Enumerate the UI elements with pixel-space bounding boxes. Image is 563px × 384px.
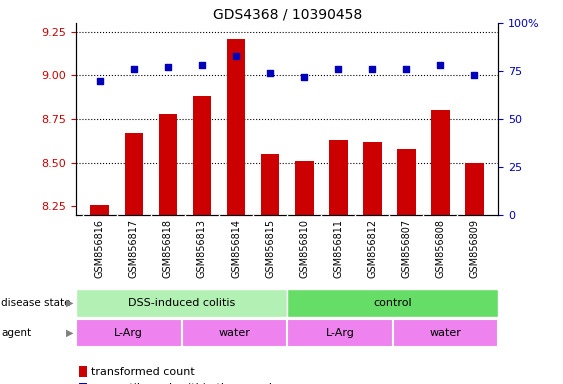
Bar: [76, 319, 181, 346]
Text: agent: agent: [1, 328, 32, 338]
Text: control: control: [373, 298, 412, 308]
Bar: [393, 319, 498, 346]
Text: GSM856815: GSM856815: [265, 219, 275, 278]
Text: disease state: disease state: [1, 298, 70, 308]
Text: GSM856813: GSM856813: [197, 219, 207, 278]
Text: GSM856809: GSM856809: [470, 219, 480, 278]
Text: GSM856807: GSM856807: [401, 219, 412, 278]
Text: water: water: [218, 328, 251, 338]
Text: GSM856817: GSM856817: [129, 219, 139, 278]
Point: [436, 62, 445, 68]
Text: GSM856816: GSM856816: [95, 219, 105, 278]
Text: GSM856814: GSM856814: [231, 219, 241, 278]
Bar: [193, 96, 211, 215]
Point: [470, 72, 479, 78]
Point: [198, 62, 207, 68]
Text: GSM856818: GSM856818: [163, 219, 173, 278]
Title: GDS4368 / 10390458: GDS4368 / 10390458: [212, 8, 362, 22]
Bar: [159, 114, 177, 215]
Bar: [79, 383, 87, 384]
Bar: [181, 319, 287, 346]
Bar: [91, 205, 109, 215]
Text: percentile rank within the sample: percentile rank within the sample: [91, 383, 279, 384]
Point: [334, 66, 343, 72]
Bar: [261, 154, 279, 215]
Text: GSM856810: GSM856810: [299, 219, 309, 278]
Bar: [79, 366, 87, 377]
Bar: [465, 163, 484, 215]
Point: [163, 64, 172, 70]
Bar: [295, 161, 314, 215]
Bar: [363, 142, 382, 215]
Text: L-Arg: L-Arg: [325, 328, 354, 338]
Point: [402, 66, 411, 72]
Point: [368, 66, 377, 72]
Point: [129, 66, 138, 72]
Text: ▶: ▶: [65, 298, 73, 308]
Text: DSS-induced colitis: DSS-induced colitis: [128, 298, 235, 308]
Bar: [329, 140, 347, 215]
Point: [231, 53, 240, 59]
Text: GSM856812: GSM856812: [367, 219, 377, 278]
Bar: [431, 110, 450, 215]
Bar: [227, 39, 245, 215]
Bar: [124, 133, 143, 215]
Text: transformed count: transformed count: [91, 367, 194, 377]
Text: GSM856808: GSM856808: [435, 219, 445, 278]
Point: [300, 74, 309, 80]
Bar: [287, 290, 498, 317]
Bar: [397, 149, 415, 215]
Text: water: water: [430, 328, 462, 338]
Bar: [76, 290, 287, 317]
Point: [95, 78, 104, 84]
Text: GSM856811: GSM856811: [333, 219, 343, 278]
Bar: [287, 319, 393, 346]
Text: L-Arg: L-Arg: [114, 328, 143, 338]
Text: ▶: ▶: [65, 328, 73, 338]
Point: [266, 70, 275, 76]
